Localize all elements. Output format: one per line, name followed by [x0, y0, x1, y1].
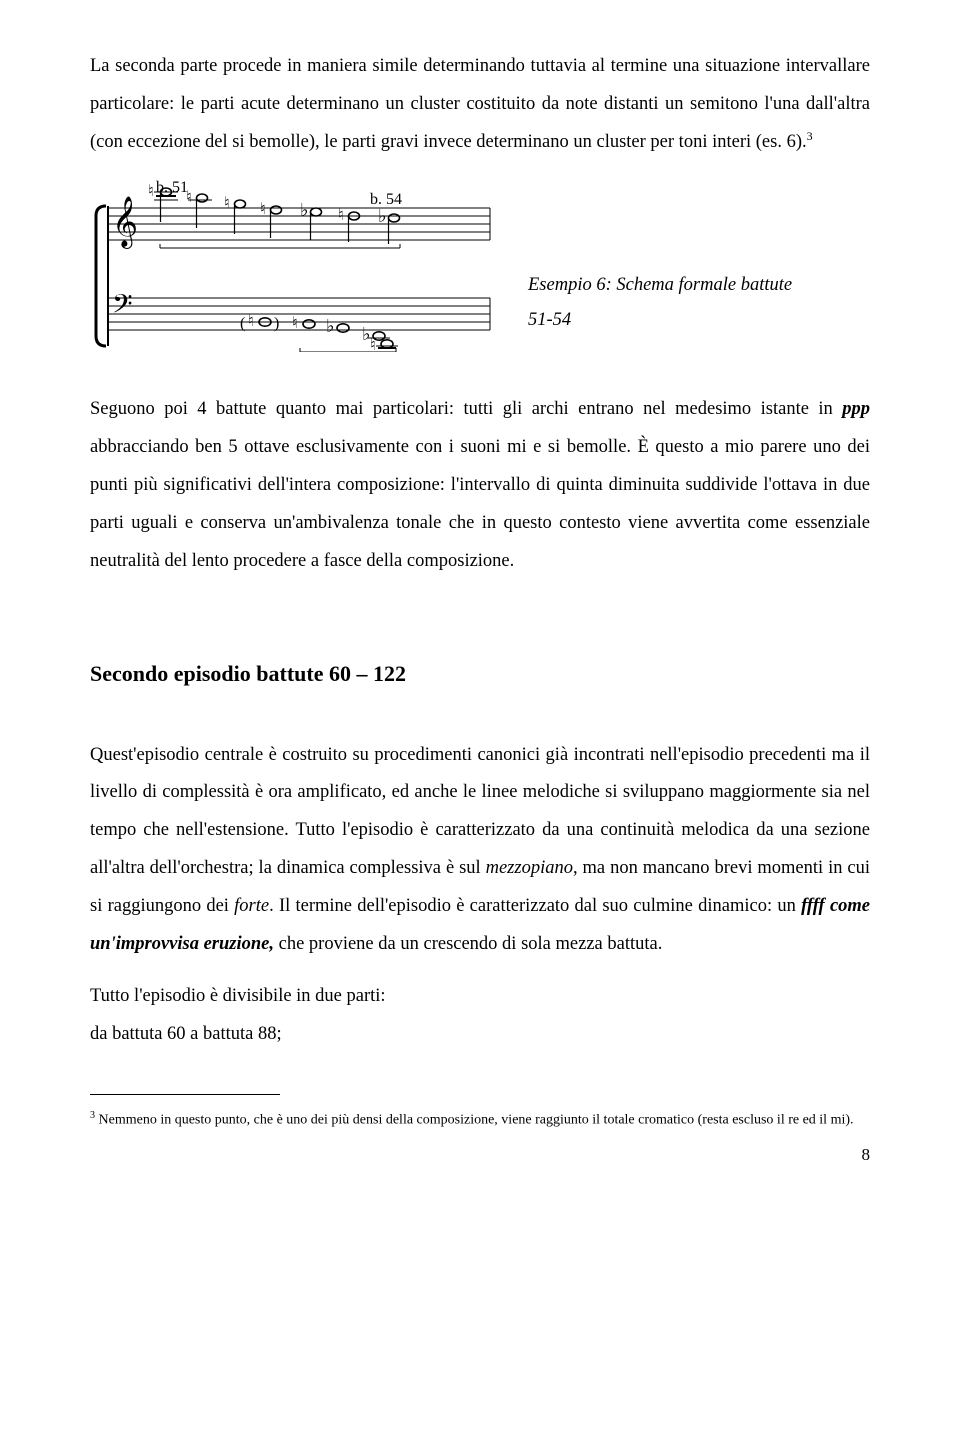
svg-text:♮: ♮	[338, 207, 344, 224]
treble-notes: ♮ ♮ ♮ ♮ ♭ ♮	[148, 183, 400, 244]
svg-text:𝄞: 𝄞	[112, 197, 138, 249]
paragraph-4: Tutto l'episodio è divisibile in due par…	[90, 978, 870, 1016]
music-example-6: 𝄞 𝄢 b. 51 b. 54 ♮	[90, 176, 870, 357]
svg-text:♮: ♮	[148, 183, 154, 200]
svg-text:♮: ♮	[186, 189, 192, 206]
p2-ppp: ppp	[842, 399, 870, 419]
music-notation: 𝄞 𝄢 b. 51 b. 54 ♮	[90, 176, 500, 357]
svg-text:(: (	[240, 315, 245, 332]
svg-text:♭: ♭	[378, 206, 387, 226]
p2-t2: abbracciando ben 5 ottave esclusivamente…	[90, 437, 567, 457]
svg-text:♮: ♮	[292, 315, 298, 332]
svg-text:♭: ♭	[300, 200, 309, 220]
footnote-rule	[90, 1094, 280, 1095]
svg-text:♮: ♮	[260, 201, 266, 218]
p3-forte: forte	[234, 896, 269, 916]
svg-text:♮: ♮	[370, 337, 376, 352]
music-svg: 𝄞 𝄢 b. 51 b. 54 ♮	[90, 176, 500, 352]
bass-staff	[108, 298, 490, 330]
caption-line-1: Esempio 6: Schema formale battute	[528, 268, 792, 303]
paragraph-5: da battuta 60 a battuta 88;	[90, 1016, 870, 1054]
caption-line-2: 51-54	[528, 303, 792, 338]
paragraph-1: La seconda parte procede in maniera simi…	[90, 48, 870, 162]
footnote-3: 3 Nemmeno in questo punto, che è uno dei…	[90, 1109, 870, 1131]
footnote-ref-3: 3	[807, 129, 813, 143]
svg-text:♭: ♭	[326, 316, 335, 336]
bass-notes: ( ♮ ) ♮ ♭ ♭ ♮	[240, 313, 398, 352]
svg-text:𝄢: 𝄢	[112, 289, 133, 325]
svg-text:♮: ♮	[224, 195, 230, 212]
p3-t3: . Il termine dell'episodio è caratterizz…	[269, 896, 801, 916]
p3-t4: che proviene da un crescendo di sola mez…	[274, 934, 662, 954]
treble-staff	[108, 208, 490, 240]
p3-mezzopiano: mezzopiano	[486, 858, 573, 878]
example-6-caption: Esempio 6: Schema formale battute 51-54	[528, 176, 792, 338]
section-heading-secondo-episodio: Secondo episodio battute 60 – 122	[90, 661, 870, 687]
page-number: 8	[90, 1145, 870, 1165]
p2-bemolle: bemolle	[567, 437, 627, 457]
paragraph-2: Seguono poi 4 battute quanto mai partico…	[90, 391, 870, 581]
svg-text:♮: ♮	[248, 313, 254, 330]
p1-bemolle: bemolle	[249, 132, 309, 152]
footnote-text: Nemmeno in questo punto, che è uno dei p…	[95, 1113, 854, 1128]
p2-t1: Seguono poi 4 battute quanto mai partico…	[90, 399, 842, 419]
p1-text-b: ), le parti gravi invece determinano un …	[309, 132, 807, 152]
paragraph-3: Quest'episodio centrale è costruito su p…	[90, 737, 870, 965]
svg-text:): )	[274, 315, 279, 332]
